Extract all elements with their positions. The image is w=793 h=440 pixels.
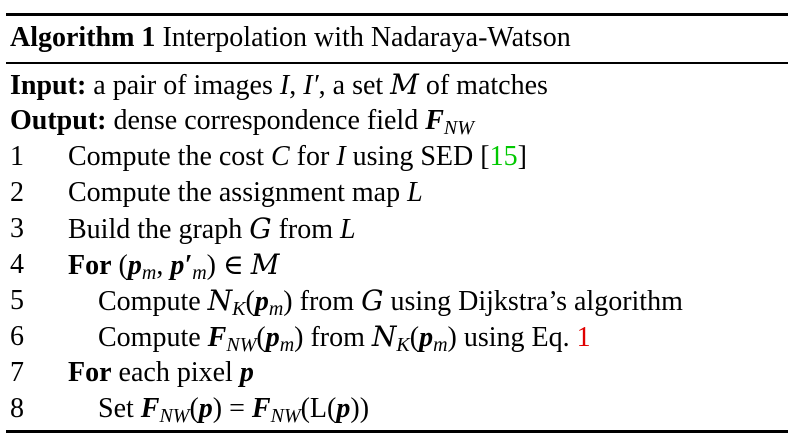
line-text: ) from bbox=[283, 286, 355, 317]
line-text: ) from bbox=[294, 322, 365, 353]
line-text: from bbox=[278, 214, 334, 245]
line-text: for bbox=[296, 141, 330, 172]
paren: ( bbox=[409, 322, 420, 353]
line-text: using Dijkstra’s algorithm bbox=[390, 286, 683, 317]
input-text: a pair of images bbox=[93, 70, 273, 101]
line-body: For (pm, p′m) ∈ M bbox=[68, 247, 279, 291]
point-subscript: m bbox=[268, 298, 284, 320]
line-body: For each pixel p bbox=[68, 355, 254, 391]
field-symbol: F bbox=[207, 322, 227, 353]
line-number: 7 bbox=[10, 357, 24, 388]
line-text: ] bbox=[517, 141, 527, 172]
line-body: Compute the assignment map L bbox=[68, 175, 423, 211]
input-text-2: , a set bbox=[318, 70, 384, 101]
line-text: Compute bbox=[98, 322, 201, 353]
point-symbol: p bbox=[127, 250, 142, 281]
output-label: Output: bbox=[10, 105, 107, 136]
graph-symbol: G bbox=[249, 212, 272, 245]
line-body: Compute FNW(pm) from NK(pm) using Eq. 1 bbox=[98, 319, 591, 363]
citation-link[interactable]: 15 bbox=[489, 141, 518, 172]
pixel-symbol: p bbox=[198, 393, 213, 424]
field-symbol: F bbox=[140, 393, 160, 424]
top-rule bbox=[6, 13, 788, 16]
image-symbol: I bbox=[336, 141, 346, 172]
line-number: 1 bbox=[10, 141, 24, 172]
pixel-symbol: p bbox=[239, 357, 254, 388]
point-prime-subscript: m bbox=[192, 262, 207, 284]
field-subscript: NW bbox=[443, 117, 474, 139]
for-keyword: For bbox=[68, 250, 112, 281]
paren: (L( bbox=[300, 393, 337, 424]
line-text: using SED [ bbox=[352, 141, 490, 172]
field-symbol: F bbox=[425, 105, 444, 136]
paren: )) bbox=[350, 393, 370, 424]
input-image-prime-symbol: I′ bbox=[303, 70, 319, 101]
algorithm-caption: Algorithm 1 Interpolation with Nadaraya-… bbox=[10, 18, 571, 58]
line-number: 8 bbox=[10, 393, 24, 424]
matches-set-symbol: M bbox=[250, 248, 280, 281]
graph-symbol: G bbox=[361, 284, 384, 317]
line-number: 6 bbox=[10, 321, 24, 352]
input-image-symbol: I bbox=[279, 70, 290, 101]
paren: ( bbox=[256, 322, 266, 353]
line-text: each pixel bbox=[118, 357, 233, 388]
for-keyword: For bbox=[68, 357, 112, 388]
matches-set-symbol: M bbox=[390, 68, 419, 101]
input-separator: , bbox=[289, 70, 297, 101]
paren: ( bbox=[118, 250, 128, 281]
assignment-map-symbol: L bbox=[340, 214, 356, 245]
line-body: Set FNW(p) = FNW(L(p)) bbox=[98, 391, 369, 434]
cost-symbol: C bbox=[270, 141, 290, 172]
line-text: Compute bbox=[98, 286, 201, 317]
line-number: 4 bbox=[10, 249, 24, 280]
line-number: 3 bbox=[10, 213, 24, 244]
field-symbol: F bbox=[251, 393, 271, 424]
neighborhood-symbol: N bbox=[207, 284, 233, 317]
point-prime-symbol: p′ bbox=[170, 250, 193, 281]
neighborhood-subscript: K bbox=[232, 298, 246, 320]
field-subscript: NW bbox=[270, 405, 301, 427]
field-subscript: NW bbox=[226, 334, 257, 356]
point-symbol: p bbox=[265, 322, 280, 353]
line-text: Compute the cost bbox=[68, 141, 264, 172]
line-body: Build the graph G from L bbox=[68, 211, 356, 248]
point-symbol: p bbox=[254, 286, 269, 317]
point-subscript: m bbox=[141, 262, 157, 284]
algorithm-title: Interpolation with Nadaraya-Watson bbox=[162, 22, 571, 53]
input-label: Input: bbox=[10, 70, 87, 101]
line-text: Build the graph bbox=[68, 214, 243, 245]
output-text: dense correspondence field bbox=[113, 105, 419, 136]
input-line: Input: a pair of images I, I′, a set M o… bbox=[10, 67, 548, 104]
caption-rule bbox=[6, 62, 788, 64]
element-of: ) ∈ bbox=[206, 250, 244, 281]
point-symbol: p bbox=[419, 322, 434, 353]
bottom-rule bbox=[6, 430, 788, 433]
equals: ) = bbox=[212, 393, 245, 424]
pixel-symbol: p bbox=[336, 393, 351, 424]
point-subscript: m bbox=[433, 334, 448, 356]
assignment-map-symbol: L bbox=[407, 177, 423, 208]
line-number: 5 bbox=[10, 285, 24, 316]
line-body: Compute NK(pm) from G using Dijkstra’s a… bbox=[98, 283, 683, 327]
paren: ( bbox=[245, 286, 255, 317]
algorithm-label: Algorithm 1 bbox=[10, 22, 156, 53]
line-text: Compute the assignment map bbox=[68, 177, 401, 208]
separator: , bbox=[156, 250, 164, 281]
neighborhood-subscript: K bbox=[396, 334, 410, 356]
field-subscript: NW bbox=[159, 405, 190, 427]
line-number: 2 bbox=[10, 177, 24, 208]
line-text: Set bbox=[98, 393, 134, 424]
point-subscript: m bbox=[279, 334, 295, 356]
input-text-3: of matches bbox=[425, 70, 548, 101]
neighborhood-symbol: N bbox=[371, 320, 397, 353]
line-body: Compute the cost C for I using SED [15] bbox=[68, 139, 527, 175]
equation-ref-link[interactable]: 1 bbox=[576, 322, 591, 353]
output-line: Output: dense correspondence field FNW bbox=[10, 103, 474, 146]
line-text: ) using Eq. bbox=[447, 322, 570, 353]
paren: ( bbox=[189, 393, 199, 424]
